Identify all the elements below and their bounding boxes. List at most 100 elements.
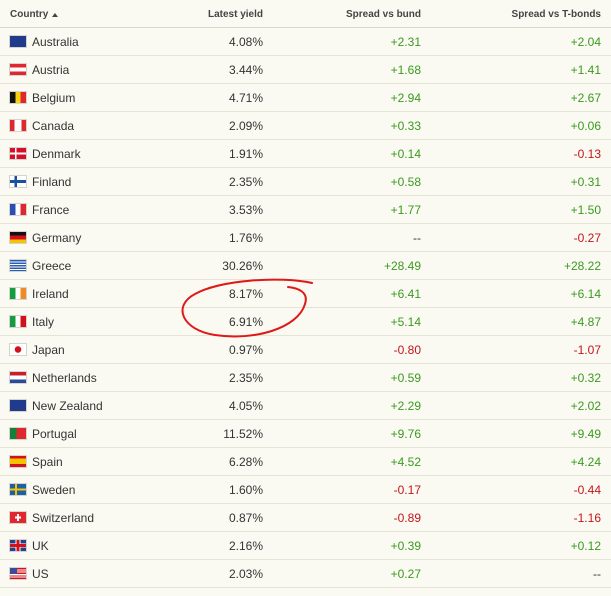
value-cell: 2.09%: [228, 119, 263, 133]
country-name: Austria: [32, 63, 70, 77]
header-cell[interactable]: Spread vs T-bonds: [511, 9, 601, 20]
value-cell: +4.87: [570, 315, 601, 329]
value-cell: +0.31: [570, 175, 601, 189]
value-cell: 4.05%: [228, 399, 263, 413]
country-name: France: [32, 203, 70, 217]
value-cell: +6.14: [570, 287, 601, 301]
value-cell: +0.14: [390, 147, 421, 161]
value-cell: 8.17%: [228, 287, 263, 301]
flag: [10, 92, 26, 103]
header-cell[interactable]: Country: [10, 9, 49, 20]
table-row: Greece 30.26% +28.49 +28.22: [0, 252, 611, 280]
value-cell: +0.58: [390, 175, 421, 189]
flag: [10, 260, 26, 271]
table-row: New Zealand 4.05% +2.29 +2.02: [0, 392, 611, 420]
flag: [10, 288, 26, 299]
value-cell: 2.03%: [228, 567, 263, 581]
table-header: Country Latest yield Spread vs bund Spre…: [0, 0, 611, 28]
table-row: Finland 2.35% +0.58 +0.31: [0, 168, 611, 196]
value-cell: +0.59: [390, 371, 421, 385]
header-cell[interactable]: Latest yield: [207, 9, 263, 20]
value-cell: 6.28%: [228, 455, 263, 469]
flag: [10, 540, 26, 551]
country-name: Germany: [32, 231, 82, 245]
flag: [10, 120, 26, 131]
table-row: France 3.53% +1.77 +1.50: [0, 196, 611, 224]
country-name: Portugal: [32, 427, 77, 441]
table-row: Belgium 4.71% +2.94 +2.67: [0, 84, 611, 112]
table-row: Spain 6.28% +4.52 +4.24: [0, 448, 611, 476]
flag: [10, 568, 26, 579]
value-cell: +0.06: [570, 119, 601, 133]
country-name: US: [32, 567, 49, 581]
country-name: Greece: [32, 259, 72, 273]
value-cell: -0.27: [573, 231, 601, 245]
table-row: Sweden 1.60% -0.17 -0.44: [0, 476, 611, 504]
flag: [10, 372, 26, 383]
header-cell[interactable]: Spread vs bund: [345, 9, 421, 20]
value-cell: 30.26%: [222, 259, 263, 273]
value-cell: 1.91%: [228, 147, 263, 161]
value-cell: +5.14: [390, 315, 421, 329]
value-cell: +28.49: [383, 259, 421, 273]
table-row: UK 2.16% +0.39 +0.12: [0, 532, 611, 560]
value-cell: +2.04: [570, 35, 601, 49]
flag: [10, 456, 26, 467]
value-cell: +2.02: [570, 399, 601, 413]
value-cell: 4.08%: [228, 35, 263, 49]
value-cell: 3.44%: [228, 63, 263, 77]
value-cell: +9.76: [390, 427, 421, 441]
sort-arrow: [52, 13, 58, 17]
value-cell: 11.52%: [223, 427, 263, 441]
country-name: Netherlands: [32, 371, 97, 385]
country-name: UK: [32, 539, 49, 553]
flag: [10, 484, 26, 495]
flag: [10, 232, 26, 243]
country-name: Denmark: [32, 147, 81, 161]
value-cell: 3.53%: [228, 203, 263, 217]
country-name: Japan: [32, 343, 65, 357]
country-name: Ireland: [32, 287, 69, 301]
value-cell: +0.33: [390, 119, 421, 133]
value-cell: -0.13: [573, 147, 601, 161]
table-row: Germany 1.76% -- -0.27: [0, 224, 611, 252]
table-row: Australia 4.08% +2.31 +2.04: [0, 28, 611, 56]
value-cell: -0.80: [393, 343, 421, 357]
value-cell: +0.27: [390, 567, 421, 581]
flag: [10, 64, 26, 75]
flag: [10, 36, 26, 47]
value-cell: 4.71%: [228, 91, 263, 105]
value-cell: -1.16: [573, 511, 601, 525]
value-cell: --: [413, 231, 421, 245]
value-cell: +4.52: [390, 455, 421, 469]
flag: [10, 400, 26, 411]
table-row: Netherlands 2.35% +0.59 +0.32: [0, 364, 611, 392]
flag: [10, 316, 26, 327]
value-cell: -0.17: [393, 483, 421, 497]
value-cell: 1.76%: [228, 231, 263, 245]
table-row: Canada 2.09% +0.33 +0.06: [0, 112, 611, 140]
value-cell: +1.41: [570, 63, 601, 77]
value-cell: -0.44: [573, 483, 601, 497]
flag: [10, 344, 26, 355]
value-cell: 0.87%: [228, 511, 263, 525]
value-cell: +2.67: [570, 91, 601, 105]
flag: [10, 512, 26, 523]
value-cell: +9.49: [570, 427, 601, 441]
value-cell: +1.50: [570, 203, 601, 217]
table-row: Japan 0.97% -0.80 -1.07: [0, 336, 611, 364]
value-cell: +0.39: [390, 539, 421, 553]
value-cell: +4.24: [570, 455, 601, 469]
value-cell: 2.35%: [228, 371, 263, 385]
table-row: Austria 3.44% +1.68 +1.41: [0, 56, 611, 84]
value-cell: +2.31: [390, 35, 421, 49]
value-cell: +0.32: [570, 371, 601, 385]
value-cell: 2.16%: [228, 539, 263, 553]
value-cell: +6.41: [390, 287, 421, 301]
value-cell: 6.91%: [228, 315, 263, 329]
country-name: Italy: [32, 315, 55, 329]
value-cell: 1.60%: [228, 483, 263, 497]
country-name: Canada: [32, 119, 75, 133]
